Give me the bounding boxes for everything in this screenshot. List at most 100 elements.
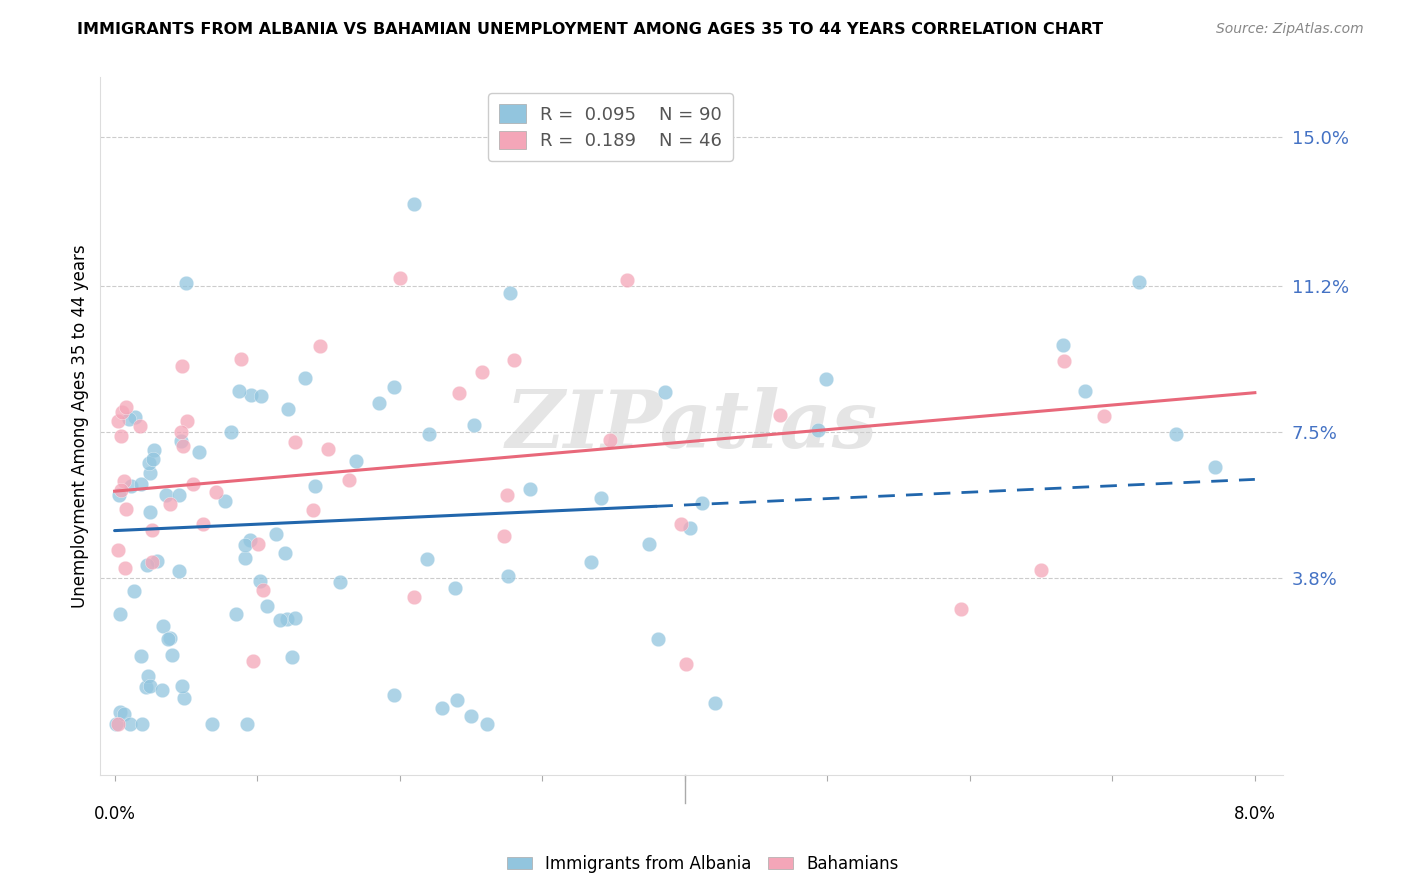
Point [239,533,262,547]
Point [266,527,288,541]
Point [169,488,191,502]
Point [205,485,228,500]
Point [690,495,713,509]
Point [141,555,163,569]
Point [181,477,204,491]
Point [172,680,194,694]
Point [499,285,522,300]
Point [675,657,697,671]
Point [200,716,222,731]
Point [280,650,302,665]
Point [120,479,142,493]
Point [284,434,307,449]
Point [329,575,352,590]
Point [124,409,146,424]
Point [108,488,131,502]
Point [316,442,339,456]
Point [170,425,193,439]
Point [174,277,197,291]
Point [115,501,138,516]
Point [129,418,152,433]
Point [519,482,541,496]
Point [142,451,165,466]
Point [402,196,425,211]
Point [235,716,257,731]
Point [384,688,406,702]
Text: IMMIGRANTS FROM ALBANIA VS BAHAMIAN UNEMPLOYMENT AMONG AGES 35 TO 44 YEARS CORRE: IMMIGRANTS FROM ALBANIA VS BAHAMIAN UNEM… [77,22,1104,37]
Point [146,554,169,568]
Point [108,705,131,719]
Point [115,400,138,414]
Y-axis label: Unemployment Among Ages 35 to 44 years: Unemployment Among Ages 35 to 44 years [72,244,89,608]
Point [704,696,727,710]
Point [249,389,271,403]
Point [252,582,274,597]
Point [191,517,214,532]
Point [337,473,360,487]
Point [152,619,174,633]
Point [1092,409,1115,424]
Point [599,434,621,448]
Point [460,708,482,723]
Point [367,396,389,410]
Point [471,365,494,379]
Point [172,359,194,374]
Point [233,538,256,552]
Point [142,443,165,458]
Point [139,505,162,519]
Point [654,384,676,399]
Point [111,405,134,419]
Point [679,521,702,535]
Point [638,537,661,551]
Point [160,648,183,663]
Point [135,558,157,572]
Point [579,555,602,569]
Point [388,271,411,285]
Point [284,611,307,625]
Point [949,601,972,615]
Point [157,632,180,647]
Point [304,479,326,493]
Point [114,561,136,575]
Point [274,546,297,560]
Point [129,648,152,663]
Point [416,552,439,566]
Text: Source: ZipAtlas.com: Source: ZipAtlas.com [1216,22,1364,37]
Legend: R =  0.095    N = 90, R =  0.189    N = 46: R = 0.095 N = 90, R = 0.189 N = 46 [488,94,733,161]
Point [231,351,253,366]
Legend: Immigrants from Albania, Bahamians: Immigrants from Albania, Bahamians [501,848,905,880]
Point [141,523,163,537]
Point [1128,275,1150,289]
Point [432,701,454,715]
Point [107,716,129,731]
Point [446,693,468,707]
Point [1073,384,1095,399]
Point [498,568,520,582]
Point [308,339,330,353]
Point [159,498,181,512]
Point [105,716,128,731]
Point [219,425,242,440]
Point [176,414,198,428]
Point [112,474,135,488]
Point [402,591,425,605]
Point [110,483,132,497]
Point [294,371,316,385]
Point [242,654,264,668]
Point [494,529,516,543]
Point [169,564,191,578]
Point [188,444,211,458]
Point [1029,563,1052,577]
Point [495,488,517,502]
Point [107,414,129,428]
Point [1204,460,1226,475]
Point [463,417,485,432]
Point [503,353,526,368]
Text: ZIPatlas: ZIPatlas [506,387,877,465]
Point [302,503,325,517]
Point [240,388,263,402]
Point [150,683,173,698]
Point [170,434,193,449]
Point [155,488,177,502]
Point [1164,427,1187,442]
